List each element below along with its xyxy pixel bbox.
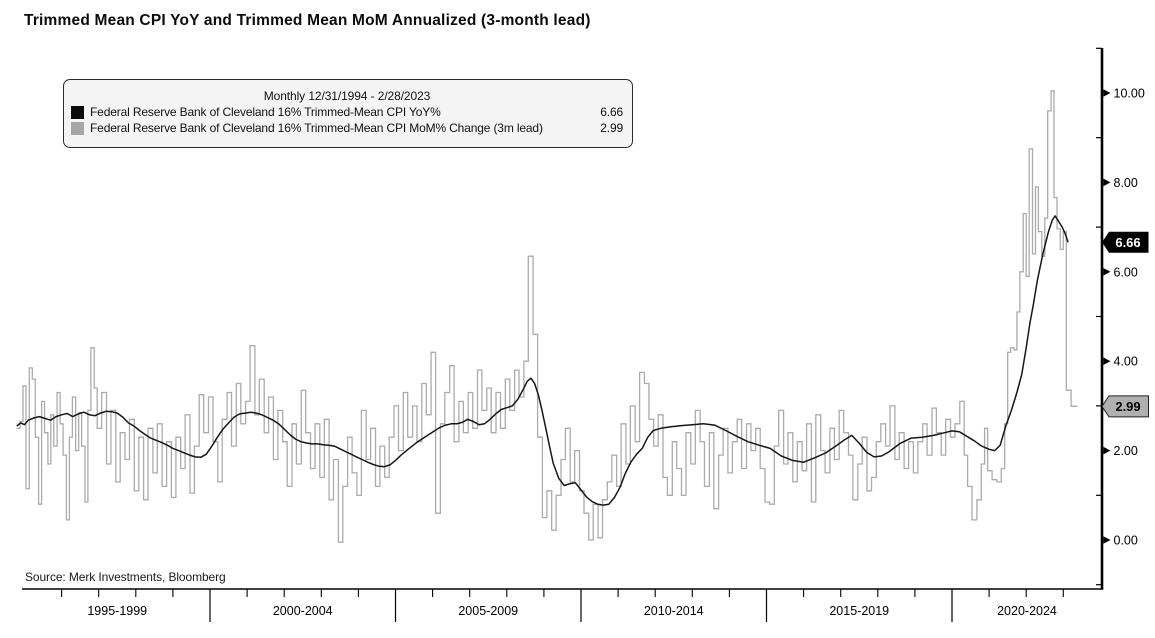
y-major-tick-arrow xyxy=(1103,178,1111,187)
x-group-label: 2000-2004 xyxy=(273,604,333,618)
current-value-badge-yoy xyxy=(1102,231,1149,253)
mom-series-label: Federal Reserve Bank of Cleveland 16% Tr… xyxy=(90,120,543,135)
mom-series-swatch xyxy=(71,122,84,136)
x-group-label: 1995-1999 xyxy=(87,604,147,618)
current-value-label-yoy: 6.66 xyxy=(1115,235,1140,250)
y-tick-label: 2.00 xyxy=(1114,444,1138,458)
legend-box: Monthly 12/31/1994 - 2/28/2023 Federal R… xyxy=(63,79,633,148)
y-major-tick-arrow xyxy=(1103,446,1111,455)
page-title: Trimmed Mean CPI YoY and Trimmed Mean Mo… xyxy=(24,12,591,29)
x-group-label: 2010-2014 xyxy=(644,604,704,618)
x-group-label: 2020-2024 xyxy=(997,604,1057,618)
yoy-line xyxy=(16,215,1069,506)
x-group-label: 2015-2019 xyxy=(829,604,889,618)
source-note: Source: Merk Investments, Bloomberg xyxy=(25,570,226,584)
x-group-label: 2005-2009 xyxy=(458,604,518,618)
mom-series-value: 2.99 xyxy=(600,120,623,135)
y-major-tick-arrow xyxy=(1103,268,1111,276)
y-major-tick-arrow xyxy=(1103,89,1111,97)
current-value-label-mom: 2.99 xyxy=(1115,399,1140,414)
legend-period: Monthly 12/31/1994 - 2/28/2023 xyxy=(263,89,431,104)
y-tick-label: 6.00 xyxy=(1114,265,1138,279)
legend-row-mom: Federal Reserve Bank of Cleveland 16% Tr… xyxy=(71,121,623,137)
yoy-series-value: 6.66 xyxy=(600,105,623,120)
y-tick-label: 4.00 xyxy=(1114,355,1138,369)
y-major-tick-arrow xyxy=(1103,357,1111,365)
yoy-series-label: Federal Reserve Bank of Cleveland 16% Tr… xyxy=(90,105,441,120)
yoy-series-swatch xyxy=(71,106,84,120)
mom-step-line xyxy=(16,90,1078,543)
legend-row-yoy: Federal Reserve Bank of Cleveland 16% Tr… xyxy=(71,105,623,121)
y-major-tick-arrow xyxy=(1103,536,1111,544)
y-tick-label: 8.00 xyxy=(1114,176,1138,190)
y-tick-label: 0.00 xyxy=(1114,534,1138,548)
y-tick-label: 10.00 xyxy=(1114,87,1145,101)
current-value-badge-mom xyxy=(1101,395,1149,418)
